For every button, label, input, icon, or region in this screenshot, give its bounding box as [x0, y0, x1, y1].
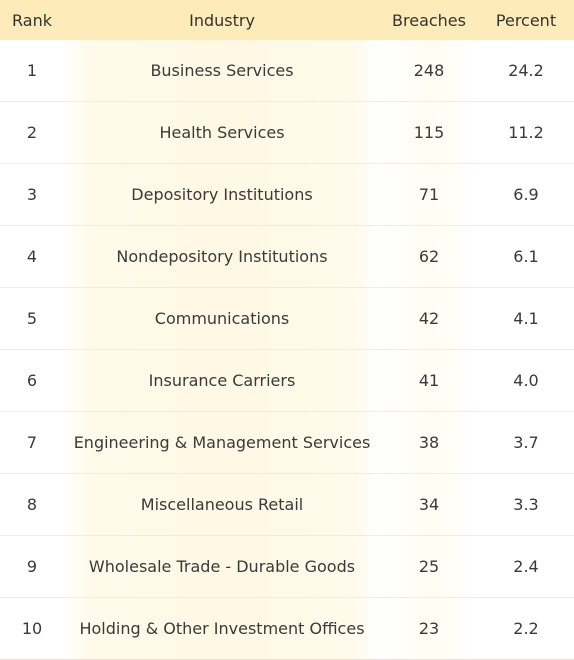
breaches-cell: 71: [380, 163, 478, 226]
breaches-cell: 115: [380, 101, 478, 164]
table-body: 1 Business Services 248 24.2 2 Health Se…: [0, 40, 574, 660]
table-row: 7 Engineering & Management Services 38 3…: [0, 411, 574, 474]
rank-cell: 4: [0, 225, 64, 288]
header-row: Rank Industry Breaches Percent: [0, 0, 574, 40]
rank-cell: 2: [0, 101, 64, 164]
breaches-cell: 42: [380, 287, 478, 350]
breaches-cell: 34: [380, 473, 478, 536]
industry-cell: Nondepository Institutions: [64, 225, 380, 288]
rank-cell: 8: [0, 473, 64, 536]
header-industry: Industry: [64, 0, 380, 40]
table-row: 6 Insurance Carriers 41 4.0: [0, 349, 574, 412]
percent-cell: 4.0: [478, 349, 574, 412]
industry-cell: Health Services: [64, 101, 380, 164]
table-row: 8 Miscellaneous Retail 34 3.3: [0, 473, 574, 536]
breaches-cell: 62: [380, 225, 478, 288]
percent-cell: 2.4: [478, 535, 574, 598]
percent-cell: 3.7: [478, 411, 574, 474]
percent-cell: 4.1: [478, 287, 574, 350]
rank-cell: 10: [0, 597, 64, 660]
industry-cell: Holding & Other Investment Offices: [64, 597, 380, 660]
breaches-cell: 23: [380, 597, 478, 660]
table-header: Rank Industry Breaches Percent: [0, 0, 574, 40]
rank-cell: 9: [0, 535, 64, 598]
breaches-cell: 248: [380, 40, 478, 102]
table-row: 1 Business Services 248 24.2: [0, 40, 574, 102]
percent-cell: 3.3: [478, 473, 574, 536]
table-row: 5 Communications 42 4.1: [0, 287, 574, 350]
rank-cell: 7: [0, 411, 64, 474]
breaches-cell: 41: [380, 349, 478, 412]
rank-cell: 1: [0, 40, 64, 102]
rank-cell: 5: [0, 287, 64, 350]
industry-cell: Business Services: [64, 40, 380, 102]
percent-cell: 11.2: [478, 101, 574, 164]
industry-cell: Communications: [64, 287, 380, 350]
table-row: 9 Wholesale Trade - Durable Goods 25 2.4: [0, 535, 574, 598]
breaches-cell: 38: [380, 411, 478, 474]
header-rank: Rank: [0, 0, 64, 40]
percent-cell: 6.9: [478, 163, 574, 226]
header-percent: Percent: [478, 0, 574, 40]
industry-cell: Insurance Carriers: [64, 349, 380, 412]
table-row: 3 Depository Institutions 71 6.9: [0, 163, 574, 226]
percent-cell: 6.1: [478, 225, 574, 288]
percent-cell: 24.2: [478, 40, 574, 102]
percent-cell: 2.2: [478, 597, 574, 660]
header-breaches: Breaches: [380, 0, 478, 40]
table-row: 4 Nondepository Institutions 62 6.1: [0, 225, 574, 288]
rank-cell: 3: [0, 163, 64, 226]
rank-cell: 6: [0, 349, 64, 412]
industry-cell: Miscellaneous Retail: [64, 473, 380, 536]
industry-cell: Engineering & Management Services: [64, 411, 380, 474]
breaches-cell: 25: [380, 535, 478, 598]
table-row: 2 Health Services 115 11.2: [0, 101, 574, 164]
industry-cell: Wholesale Trade - Durable Goods: [64, 535, 380, 598]
table-row: 10 Holding & Other Investment Offices 23…: [0, 597, 574, 660]
industry-cell: Depository Institutions: [64, 163, 380, 226]
